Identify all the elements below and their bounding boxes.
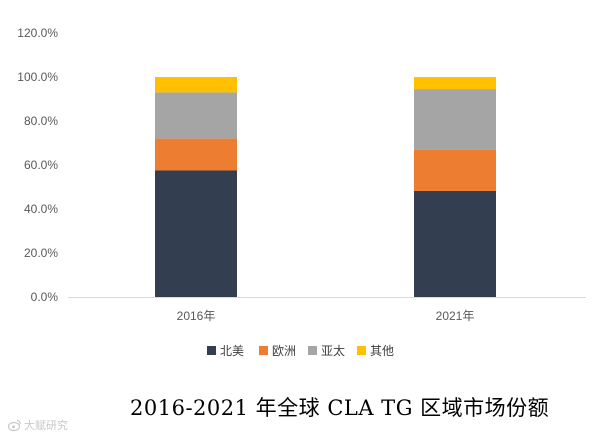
y-tick-label: 100.0% <box>17 70 58 84</box>
stacked-bars <box>155 77 496 297</box>
legend-swatch <box>357 346 366 355</box>
legend-swatch <box>259 346 268 355</box>
legend-label: 其他 <box>370 344 394 358</box>
bar-segment <box>155 138 237 171</box>
watermark: 大赋研究 <box>8 417 68 433</box>
legend-label: 北美 <box>220 344 244 358</box>
x-tick-label: 2016年 <box>177 309 216 323</box>
watermark-text: 大赋研究 <box>24 419 68 432</box>
y-tick-label: 0.0% <box>31 290 59 304</box>
y-tick-label: 20.0% <box>24 246 58 260</box>
bar-segment <box>155 77 237 93</box>
y-tick-label: 60.0% <box>24 158 58 172</box>
legend-label: 亚太 <box>321 343 345 358</box>
bar-segment <box>414 89 496 150</box>
legend-swatch <box>207 346 216 355</box>
x-axis-ticks: 2016年 2021年 <box>177 309 475 323</box>
legend-label: 欧洲 <box>272 344 296 358</box>
y-tick-label: 120.0% <box>17 26 58 40</box>
weibo-icon <box>8 419 22 432</box>
bar-segment <box>414 190 496 297</box>
bar-segment <box>155 92 237 139</box>
legend: 北美 欧洲 亚太 其他 <box>207 343 394 358</box>
x-tick-label: 2021年 <box>436 309 475 323</box>
y-axis-ticks: 0.0% 20.0% 40.0% 60.0% 80.0% 100.0% 120.0% <box>17 26 58 304</box>
y-tick-label: 40.0% <box>24 202 58 216</box>
legend-swatch <box>308 346 317 355</box>
bar-segment <box>414 149 496 191</box>
y-tick-label: 80.0% <box>24 114 58 128</box>
chart-caption: 2016-2021 年全球 CLA TG 区域市场份额 <box>130 396 550 420</box>
bar-segment <box>155 170 237 297</box>
bar-segment <box>414 77 496 90</box>
